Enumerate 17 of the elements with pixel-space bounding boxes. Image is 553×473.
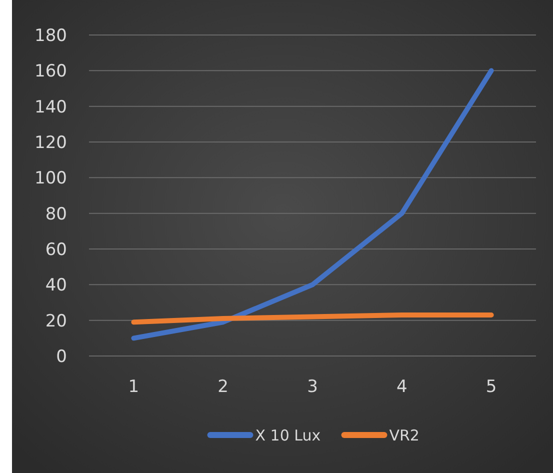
legend-label: VR2 bbox=[389, 426, 420, 444]
x-tick-label: 4 bbox=[396, 377, 408, 397]
y-tick-label: 140 bbox=[34, 97, 67, 118]
y-tick-label: 0 bbox=[56, 346, 67, 367]
y-tick-label: 60 bbox=[45, 240, 67, 260]
y-tick-label: 80 bbox=[45, 204, 67, 224]
y-tick-label: 180 bbox=[34, 26, 67, 46]
x-tick-label: 3 bbox=[307, 377, 318, 397]
x-tick-label: 2 bbox=[218, 377, 229, 397]
y-tick-label: 120 bbox=[34, 132, 67, 153]
y-tick-label: 20 bbox=[45, 311, 67, 332]
x-tick-label: 5 bbox=[486, 377, 497, 397]
x-tick-label: 1 bbox=[128, 377, 140, 397]
y-tick-label: 40 bbox=[45, 276, 67, 296]
y-tick-label: 160 bbox=[34, 62, 67, 82]
y-tick-label: 100 bbox=[34, 168, 67, 189]
legend-label: X 10 Lux bbox=[255, 426, 321, 444]
